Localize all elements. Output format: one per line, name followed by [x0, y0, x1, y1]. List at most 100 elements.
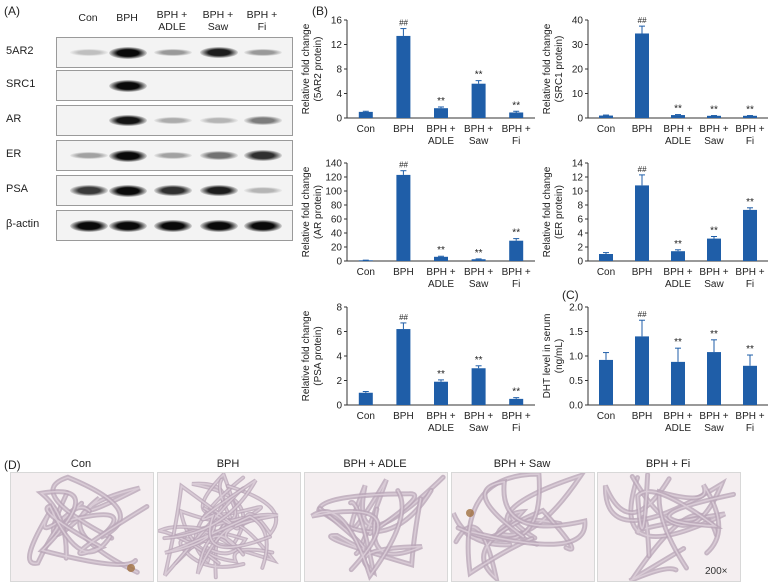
y-tick-label: 10 — [572, 89, 584, 100]
blot-band — [109, 114, 147, 127]
bar-charts: 0 4 8 12 16 Relative fold change(5AR2 protein… — [301, 16, 768, 434]
western-blot-column-label: BPH — [116, 12, 138, 24]
histology-label: BPH + Fi — [645, 458, 691, 470]
x-tick-label: BPH — [393, 267, 414, 278]
significance-label: ** — [512, 387, 520, 398]
significance-label: ** — [746, 344, 754, 355]
blot-band — [109, 79, 147, 92]
tissue-strand-highlight — [164, 515, 268, 569]
significance-label: ## — [399, 161, 408, 170]
y-tick-label: 0 — [336, 401, 342, 412]
histology-label: Con — [70, 458, 92, 470]
y-tick-label: 8 — [577, 201, 583, 212]
x-tick-label: BPH + ADLE — [426, 411, 455, 434]
x-tick-label: Con — [357, 411, 375, 422]
blot-band — [70, 49, 108, 56]
bar — [358, 392, 373, 405]
blot-strip — [56, 175, 293, 206]
blot-band — [109, 219, 147, 232]
blot-strip — [56, 37, 293, 68]
y-axis-label: Relative fold change(SRC1 protein) — [542, 23, 565, 114]
x-tick-label: BPH + Saw — [699, 411, 728, 434]
y-tick-label: 2.0 — [569, 303, 583, 314]
blot-band — [244, 187, 282, 194]
western-blot-column-label: BPH + Fi — [246, 9, 278, 33]
histology-tissue-drawing — [27, 474, 150, 575]
y-axis-label: Relative fold change(5AR2 protein) — [301, 23, 324, 114]
bar — [599, 359, 613, 405]
histology-tissue-drawing — [452, 473, 588, 581]
histology-image — [451, 472, 595, 582]
y-axis-label: DHT level in serum(ng/mL) — [542, 314, 565, 399]
tissue-strand-highlight — [311, 489, 403, 578]
tissue-stain-spot — [466, 509, 474, 517]
x-tick-label: BPH + ADLE — [663, 411, 692, 434]
bar — [434, 108, 448, 118]
blot-band — [244, 219, 282, 232]
x-tick-label: Con — [597, 411, 615, 422]
bar-chart: 0 2 4 6 8 10 12 14 Relative fold change(ER prote… — [542, 159, 768, 290]
y-tick-label: 0 — [336, 257, 342, 268]
y-axis-label: Relative fold change(PSA protein) — [301, 310, 324, 401]
x-tick-label: BPH + Fi — [502, 411, 531, 434]
significance-label: ## — [638, 310, 647, 319]
bar — [358, 260, 373, 262]
blot-band — [109, 184, 147, 197]
y-tick-label: 0.5 — [569, 376, 583, 387]
significance-label: ** — [437, 96, 445, 107]
significance-label: ** — [710, 329, 718, 340]
significance-label: ** — [437, 245, 445, 256]
x-tick-label: BPH — [632, 267, 653, 278]
blot-band — [70, 151, 108, 160]
bar — [471, 368, 486, 405]
significance-label: ** — [475, 355, 483, 366]
y-tick-label: 10 — [572, 187, 584, 198]
tissue-strand-highlight — [349, 501, 423, 574]
histology-label: BPH + ADLE — [343, 458, 407, 470]
bar — [396, 35, 411, 118]
western-blot-row-label: ER — [6, 148, 22, 160]
x-tick-label: BPH + Saw — [699, 124, 728, 147]
y-tick-label: 6 — [336, 327, 342, 338]
bar — [471, 259, 486, 261]
x-tick-label: Con — [357, 267, 375, 278]
bar — [671, 251, 685, 261]
tissue-strand-highlight — [318, 489, 432, 535]
magnification-label: 200× — [705, 566, 728, 577]
blot-band — [244, 150, 282, 161]
bar — [434, 256, 448, 261]
histology-tissue-drawing — [310, 474, 446, 581]
histology-label: BPH + Saw — [493, 458, 551, 470]
y-tick-label: 8 — [336, 65, 342, 76]
tissue-strand-highlight — [158, 526, 247, 564]
significance-label: ** — [512, 228, 520, 239]
blot-band — [154, 219, 192, 232]
y-tick-label: 12 — [331, 40, 343, 51]
significance-label: ## — [638, 16, 647, 25]
blot-strip — [56, 210, 293, 241]
y-tick-label: 1.5 — [569, 327, 583, 338]
y-tick-label: 40 — [572, 16, 584, 27]
significance-label: ** — [674, 104, 682, 115]
blot-band — [154, 151, 192, 160]
blot-strip — [56, 140, 293, 171]
bar — [599, 115, 613, 118]
tissue-strand-highlight — [636, 473, 735, 530]
bar — [707, 238, 721, 261]
y-tick-label: 80 — [331, 201, 343, 212]
bar — [743, 365, 757, 405]
bar — [707, 352, 721, 405]
x-tick-label: Con — [357, 124, 375, 135]
bar — [671, 115, 685, 118]
y-tick-label: 8 — [336, 303, 342, 314]
x-tick-label: BPH + ADLE — [426, 124, 455, 147]
y-tick-label: 6 — [577, 215, 583, 226]
bar — [396, 329, 411, 405]
panel-b-label: (B) — [312, 4, 328, 18]
x-tick-label: Con — [597, 267, 615, 278]
bar — [671, 361, 685, 405]
western-blot-column-label: BPH + Saw — [202, 9, 234, 33]
western-blot-row-label: AR — [6, 113, 22, 125]
y-tick-label: 60 — [331, 215, 343, 226]
